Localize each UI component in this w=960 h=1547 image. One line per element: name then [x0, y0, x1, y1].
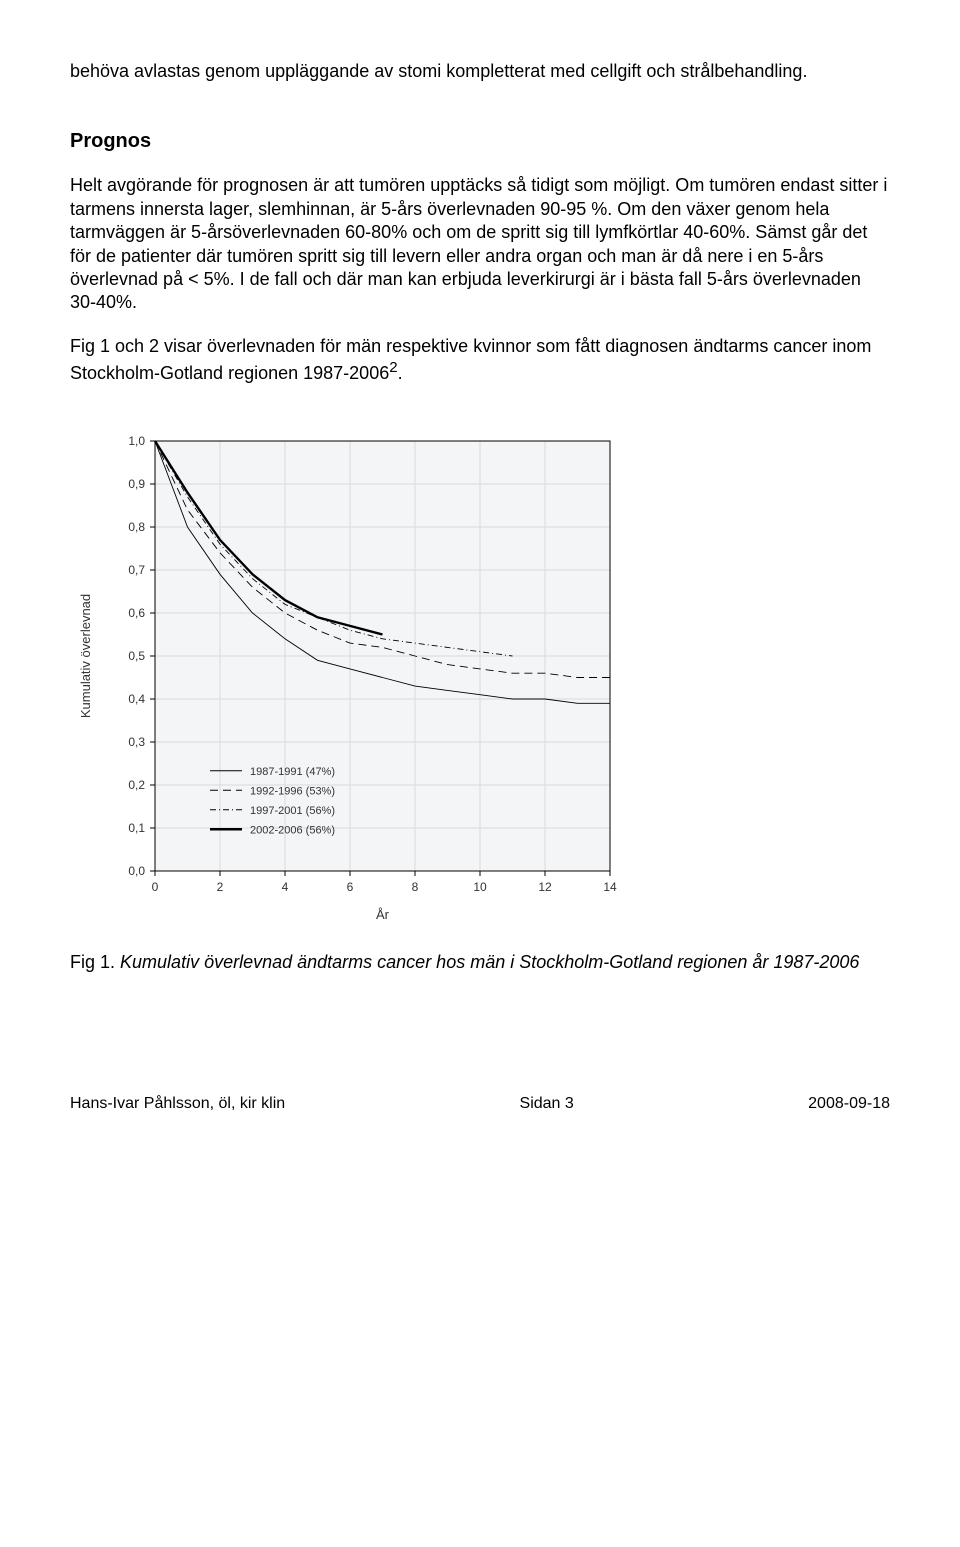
survival-chart: 0,0 0,1 0,2 0,3 0,4 0,5 0,6 0,7 0,8 0,9 1,0 0 2 4 6 8 10…	[70, 421, 890, 937]
svg-text:0,3: 0,3	[128, 735, 145, 749]
svg-text:0,5: 0,5	[128, 649, 145, 663]
svg-text:14: 14	[603, 880, 617, 894]
section-heading-prognos: Prognos	[70, 128, 890, 154]
figure-caption: Fig 1. Kumulativ överlevnad ändtarms can…	[70, 951, 890, 974]
caption-prefix: Fig 1.	[70, 952, 120, 972]
svg-text:0: 0	[152, 880, 159, 894]
caption-text: Kumulativ överlevnad ändtarms cancer hos…	[120, 952, 859, 972]
svg-text:0,8: 0,8	[128, 520, 145, 534]
svg-text:0,9: 0,9	[128, 477, 145, 491]
svg-text:År: År	[376, 907, 390, 922]
svg-text:1987-1991 (47%): 1987-1991 (47%)	[250, 765, 335, 777]
svg-text:0,4: 0,4	[128, 692, 145, 706]
svg-text:2002-2006 (56%): 2002-2006 (56%)	[250, 824, 335, 836]
svg-text:1992-1996 (53%): 1992-1996 (53%)	[250, 785, 335, 797]
svg-text:4: 4	[282, 880, 289, 894]
body2-tail: .	[398, 363, 403, 383]
svg-text:0,1: 0,1	[128, 821, 145, 835]
footer-right: 2008-09-18	[808, 1094, 890, 1115]
page-footer: Hans-Ivar Påhlsson, öl, kir klin Sidan 3…	[70, 1094, 890, 1115]
body2-sup: 2	[389, 359, 397, 376]
footer-left: Hans-Ivar Påhlsson, öl, kir klin	[70, 1094, 285, 1115]
svg-text:2: 2	[217, 880, 224, 894]
svg-text:1,0: 1,0	[128, 434, 145, 448]
intro-paragraph: behöva avlastas genom uppläggande av sto…	[70, 60, 890, 83]
svg-text:1997-2001 (56%): 1997-2001 (56%)	[250, 804, 335, 816]
svg-text:0,7: 0,7	[128, 563, 145, 577]
svg-text:6: 6	[347, 880, 354, 894]
body-paragraph-1: Helt avgörande för prognosen är att tumö…	[70, 174, 890, 314]
svg-text:Kumulativ överlevnad: Kumulativ överlevnad	[78, 593, 93, 717]
body-paragraph-2: Fig 1 och 2 visar överlevnaden för män r…	[70, 335, 890, 386]
footer-center: Sidan 3	[520, 1094, 574, 1115]
svg-text:8: 8	[412, 880, 419, 894]
svg-text:12: 12	[538, 880, 552, 894]
svg-text:10: 10	[473, 880, 487, 894]
svg-text:0,0: 0,0	[128, 864, 145, 878]
svg-text:0,6: 0,6	[128, 606, 145, 620]
body2-text: Fig 1 och 2 visar överlevnaden för män r…	[70, 336, 871, 383]
chart-svg: 0,0 0,1 0,2 0,3 0,4 0,5 0,6 0,7 0,8 0,9 1,0 0 2 4 6 8 10…	[70, 421, 630, 931]
svg-text:0,2: 0,2	[128, 778, 145, 792]
